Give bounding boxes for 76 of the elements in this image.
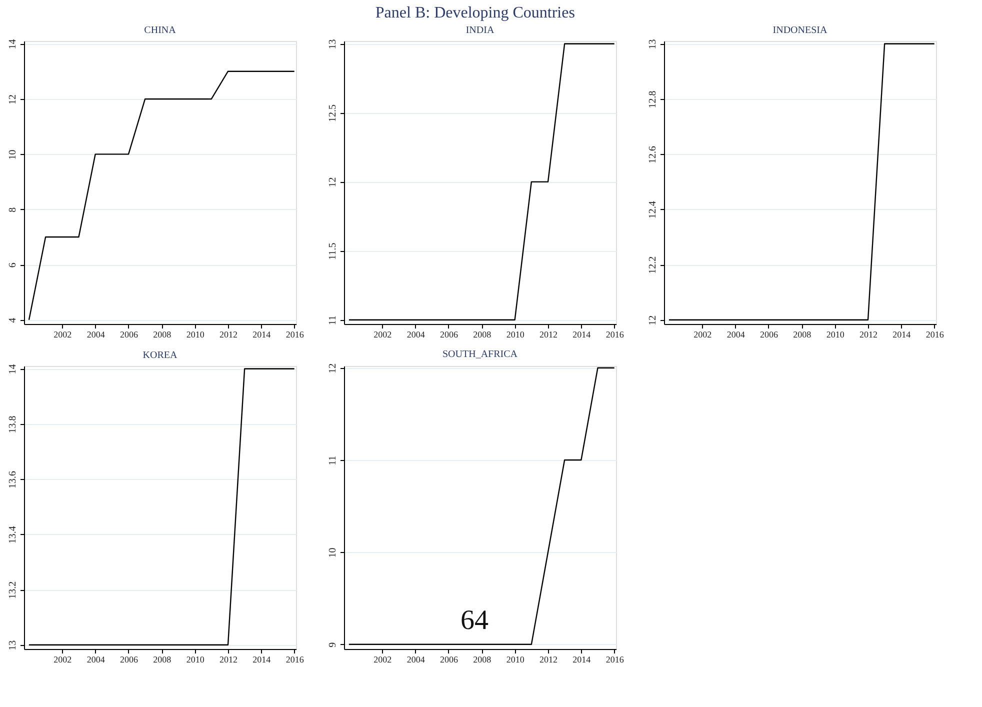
x-tick-label: 2002 [694, 330, 712, 340]
y-tick-label: 13 [8, 640, 18, 650]
x-tick-label: 2008 [153, 330, 172, 340]
annotation: 64 [460, 605, 489, 636]
x-tick-label: 2014 [252, 330, 272, 340]
chart-title: INDONESIA [772, 24, 828, 36]
x-tick-label: 2006 [760, 330, 778, 340]
y-tick-label: 12 [328, 177, 338, 188]
x-tick-label: 2010 [186, 654, 205, 664]
x-tick-label: 2004 [86, 654, 106, 664]
y-tick-label: 11.5 [328, 242, 338, 260]
x-tick-label: 2012 [540, 330, 558, 340]
y-tick-label: 12.4 [648, 201, 658, 219]
y-tick-label: 4 [8, 318, 18, 323]
x-tick-label: 2006 [120, 654, 138, 664]
y-tick-label: 12 [8, 94, 18, 104]
x-tick-label: 2002 [54, 654, 72, 664]
x-tick-label: 2006 [440, 654, 458, 664]
x-tick-label: 2012 [860, 330, 878, 340]
x-tick-label: 2012 [540, 654, 558, 664]
x-tick-label: 2004 [406, 330, 426, 340]
y-tick-label: 12.8 [648, 90, 658, 108]
x-tick-label: 2010 [506, 330, 525, 340]
x-tick-label: 2016 [926, 330, 944, 340]
text: Panel B: Developing Countries [375, 4, 575, 22]
x-tick-label: 2016 [286, 654, 304, 664]
x-tick-label: 2012 [220, 654, 238, 664]
y-tick-label: 13.8 [8, 416, 18, 434]
x-tick-label: 2008 [473, 654, 492, 664]
x-tick-label: 2010 [506, 654, 525, 664]
chart-title: KOREA [142, 350, 178, 361]
x-tick-label: 2010 [186, 330, 205, 340]
chart-title: SOUTH_AFRICA [442, 348, 518, 360]
line-series [348, 367, 615, 645]
x-tick-label: 2008 [153, 654, 172, 664]
y-tick-label: 13.4 [8, 526, 18, 544]
y-tick-label: 10 [328, 548, 338, 558]
x-tick-label: 2006 [120, 330, 138, 340]
x-tick-label: 2014 [252, 654, 272, 664]
x-tick-label: 2012 [220, 330, 238, 340]
y-tick-label: 12.6 [648, 146, 658, 164]
y-tick-label: 13.6 [8, 470, 18, 488]
x-tick-label: 2014 [572, 654, 592, 664]
x-tick-label: 2014 [892, 330, 912, 340]
x-tick-label: 2016 [286, 330, 304, 340]
x-tick-label: 2004 [726, 330, 746, 340]
x-tick-label: 2008 [793, 330, 812, 340]
y-tick-label: 9 [328, 642, 338, 648]
y-tick-label: 13.2 [8, 581, 18, 599]
chart-title: CHINA [144, 24, 177, 36]
y-tick-label: 14 [8, 364, 18, 374]
y-tick-label: 12 [648, 315, 658, 326]
x-tick-label: 2004 [406, 654, 426, 664]
y-tick-label: 6 [8, 262, 18, 268]
y-tick-label: 12 [328, 363, 338, 374]
x-tick-label: 2008 [473, 330, 492, 340]
x-tick-label: 2014 [572, 330, 592, 340]
x-tick-label: 2002 [54, 330, 72, 340]
y-tick-label: 12.2 [648, 256, 658, 274]
x-tick-label: 2002 [374, 654, 392, 664]
y-tick-label: 8 [8, 207, 18, 212]
y-tick-label: 11 [328, 456, 338, 466]
x-tick-label: 2010 [826, 330, 845, 340]
x-tick-label: 2004 [86, 330, 106, 340]
x-tick-label: 2006 [440, 330, 458, 340]
y-tick-label: 13 [648, 39, 658, 50]
line-series [28, 70, 295, 320]
x-tick-label: 2016 [606, 654, 624, 664]
y-tick-label: 11 [328, 316, 338, 326]
y-tick-label: 12.5 [328, 104, 338, 122]
x-tick-label: 2016 [606, 330, 624, 340]
y-tick-label: 13 [328, 39, 338, 50]
x-tick-label: 2002 [374, 330, 392, 340]
y-tick-label: 10 [8, 150, 18, 160]
chart-title: INDIA [466, 24, 495, 36]
y-tick-label: 14 [8, 39, 18, 50]
